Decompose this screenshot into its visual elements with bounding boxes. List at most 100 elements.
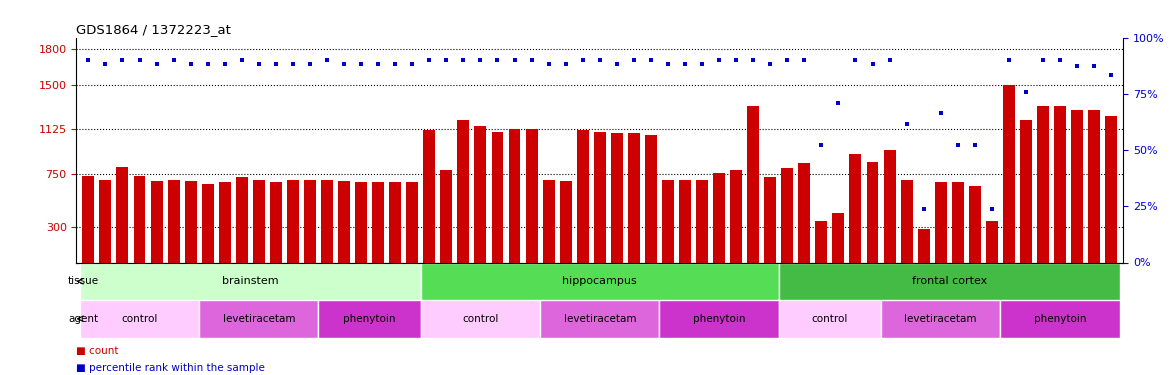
Bar [576, 130, 589, 262]
Bar [457, 120, 469, 262]
Bar [199, 300, 319, 338]
Point [199, 61, 218, 67]
Point [641, 57, 660, 63]
Bar [883, 150, 895, 262]
Text: ■ percentile rank within the sample: ■ percentile rank within the sample [76, 363, 266, 373]
Point [113, 57, 132, 63]
Point [181, 61, 200, 67]
Point [607, 61, 626, 67]
Point [215, 61, 234, 67]
Point [79, 57, 98, 63]
Bar [764, 177, 776, 262]
Bar [389, 182, 401, 262]
Point [1084, 63, 1103, 69]
Bar [747, 106, 760, 262]
Bar [1105, 116, 1117, 262]
Point [846, 57, 864, 63]
Point [675, 61, 694, 67]
Text: agent: agent [68, 314, 98, 324]
Point [249, 61, 268, 67]
Point [131, 57, 149, 63]
Bar [867, 162, 878, 262]
Point [1102, 72, 1121, 78]
Bar [355, 182, 367, 262]
Bar [985, 221, 997, 262]
Bar [287, 180, 299, 262]
Point [318, 57, 336, 63]
Point [386, 61, 405, 67]
Point [811, 142, 830, 148]
Bar [696, 180, 708, 262]
Point [777, 57, 796, 63]
Bar [644, 135, 657, 262]
Text: levetiracetam: levetiracetam [904, 314, 977, 324]
Point [659, 61, 677, 67]
Bar [969, 186, 981, 262]
Bar [662, 180, 674, 262]
Point [914, 206, 933, 212]
Text: control: control [462, 314, 499, 324]
Bar [1020, 120, 1031, 262]
Bar [833, 213, 844, 262]
Point [1050, 57, 1069, 63]
Bar [168, 180, 180, 262]
Bar [901, 180, 913, 262]
Bar [338, 181, 350, 262]
Bar [80, 262, 421, 300]
Point [897, 121, 916, 127]
Text: GDS1864 / 1372223_at: GDS1864 / 1372223_at [76, 23, 232, 36]
Bar [951, 182, 963, 262]
Bar [82, 176, 94, 262]
Bar [594, 132, 606, 262]
Bar [917, 230, 929, 262]
Text: phenytoin: phenytoin [693, 314, 746, 324]
Point [761, 61, 780, 67]
Text: hippocampus: hippocampus [562, 276, 637, 286]
Bar [421, 262, 779, 300]
Bar [542, 180, 555, 262]
Point [709, 57, 728, 63]
Point [931, 110, 950, 116]
Bar [1071, 110, 1083, 262]
Bar [1001, 300, 1120, 338]
Bar [679, 180, 691, 262]
Bar [440, 170, 453, 262]
Bar [881, 300, 1001, 338]
Point [420, 57, 439, 63]
Point [522, 57, 541, 63]
Bar [80, 300, 199, 338]
Bar [815, 221, 828, 262]
Bar [236, 177, 248, 262]
Point [335, 61, 354, 67]
Point [540, 61, 559, 67]
Text: levetiracetam: levetiracetam [222, 314, 295, 324]
Point [165, 57, 183, 63]
Bar [270, 182, 282, 262]
Text: levetiracetam: levetiracetam [563, 314, 636, 324]
Bar [540, 300, 660, 338]
Point [403, 61, 422, 67]
Point [283, 61, 302, 67]
Point [1016, 89, 1035, 95]
Bar [1003, 85, 1015, 262]
Point [1034, 57, 1053, 63]
Bar [134, 176, 146, 262]
Point [488, 57, 507, 63]
Bar [372, 182, 385, 262]
Point [624, 57, 643, 63]
Bar [202, 184, 214, 262]
Text: frontal cortex: frontal cortex [911, 276, 987, 286]
Point [982, 206, 1001, 212]
Bar [610, 134, 623, 262]
Text: control: control [811, 314, 848, 324]
Bar [100, 180, 112, 262]
Text: tissue: tissue [68, 276, 99, 286]
Bar [508, 129, 521, 262]
Bar [779, 300, 881, 338]
Point [1000, 57, 1018, 63]
Point [437, 57, 456, 63]
Point [590, 57, 609, 63]
Bar [1088, 110, 1100, 262]
Bar [421, 300, 540, 338]
Point [743, 57, 762, 63]
